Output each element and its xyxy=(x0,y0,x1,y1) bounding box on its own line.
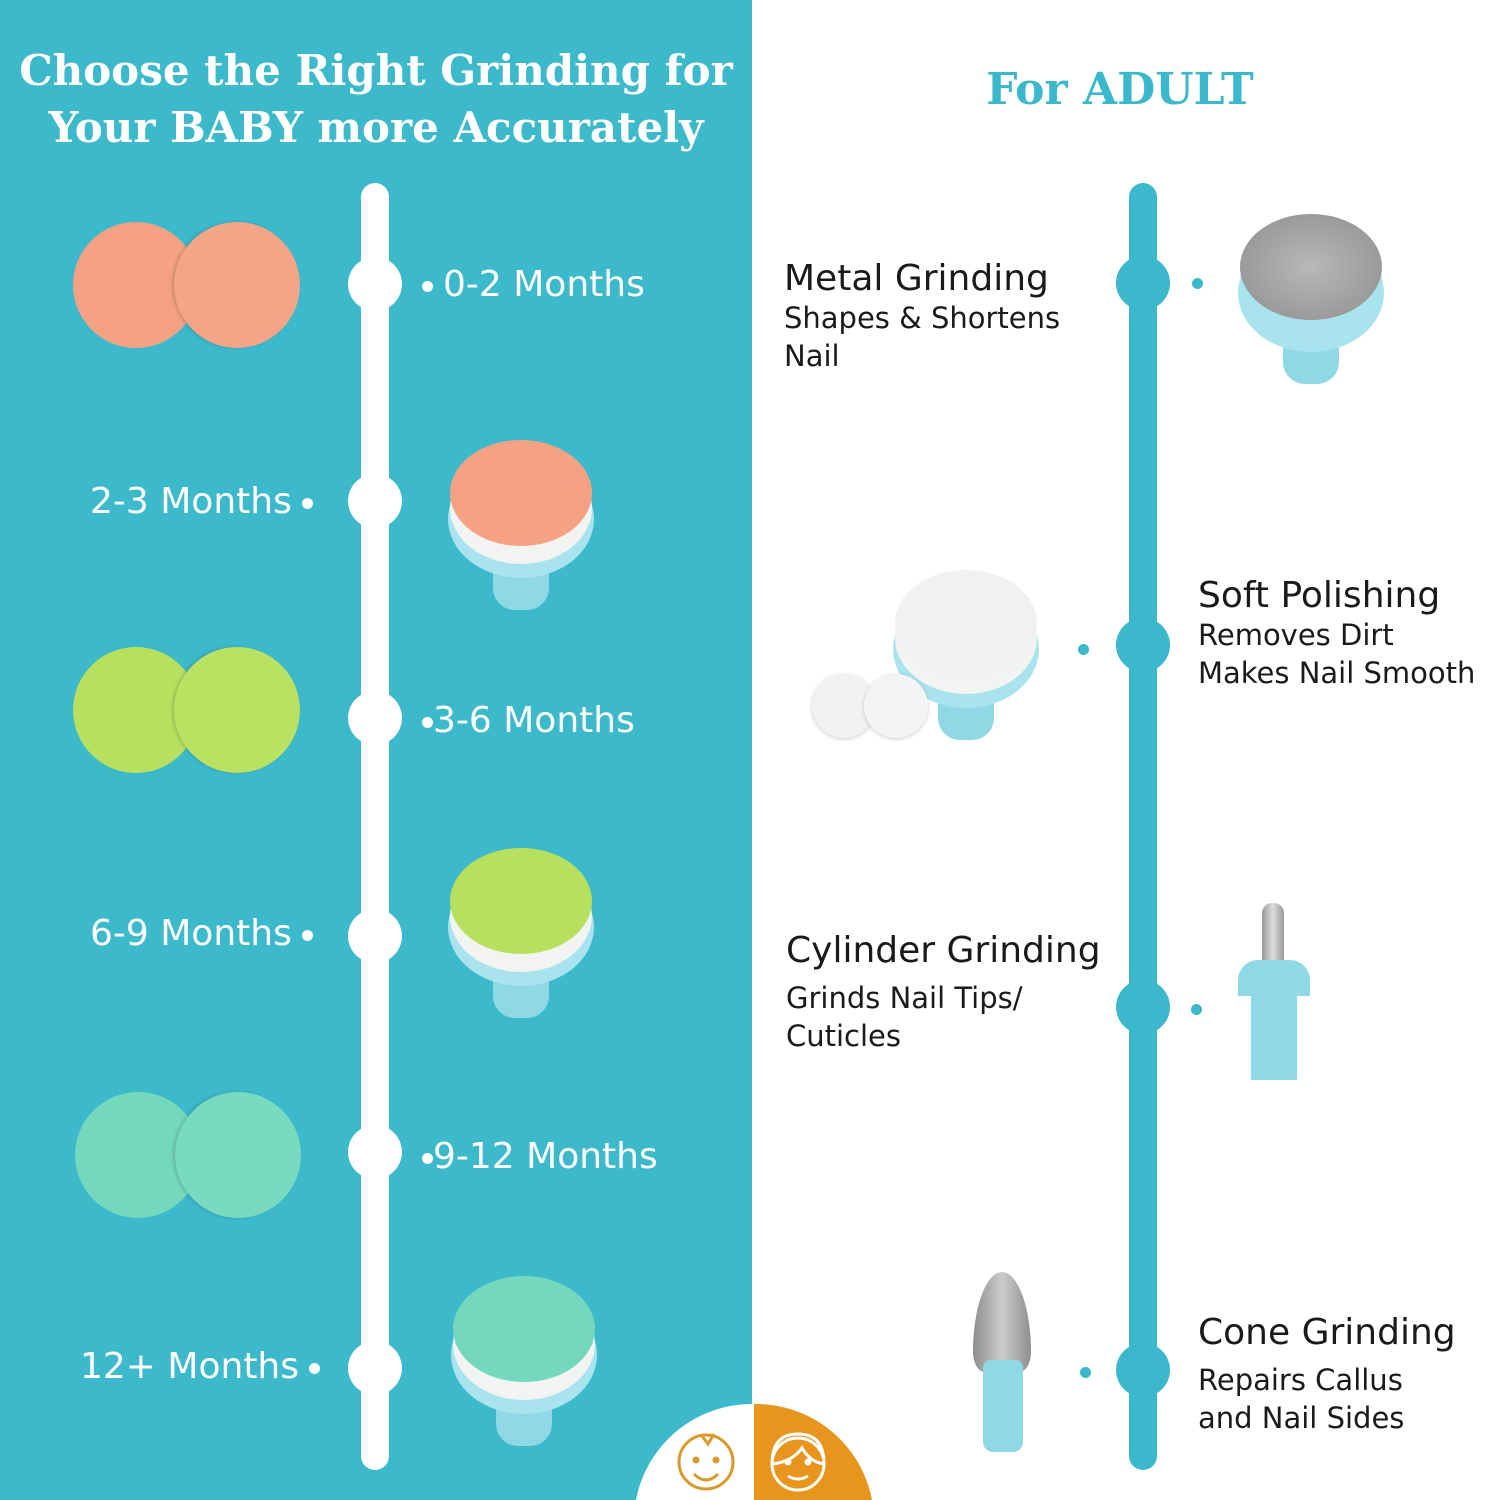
sanding-pad xyxy=(174,222,300,348)
adult-item: Cone Grinding Repairs Callus and Nail Sid… xyxy=(1198,1312,1456,1435)
stage-label: 0-2 Months xyxy=(412,264,645,305)
timeline-node xyxy=(1116,618,1170,672)
baby-title: Choose the Right Grinding for Your BABY … xyxy=(19,46,733,152)
adult-item: Cylinder Grinding Grinds Nail Tips/ Cutic… xyxy=(786,930,1101,1053)
bullet xyxy=(1078,644,1089,655)
bullet xyxy=(1080,1367,1091,1378)
grinder-head xyxy=(448,440,598,620)
adult-timeline xyxy=(1129,183,1157,1470)
stage-label: 3-6 Months xyxy=(412,700,635,741)
stage-label: 9-12 Months xyxy=(412,1136,658,1177)
stage-label: 6-9 Months xyxy=(90,913,323,954)
bullet xyxy=(1192,278,1203,289)
polishing-grinder xyxy=(893,570,1043,750)
timeline-node xyxy=(348,1341,402,1395)
baby-face-icon xyxy=(677,1433,735,1491)
sanding-pad xyxy=(174,647,300,773)
baby-adult-badge xyxy=(636,1404,872,1500)
metal-grinder xyxy=(1238,214,1388,394)
cylinder-holder xyxy=(1238,960,1310,1080)
polishing-pad xyxy=(864,674,928,738)
grinder-head xyxy=(448,848,598,1028)
cone-holder xyxy=(983,1360,1023,1452)
timeline-node xyxy=(348,1125,402,1179)
adult-title: For ADULT xyxy=(986,64,1254,115)
bullet xyxy=(1191,1004,1202,1015)
timeline-node xyxy=(1116,256,1170,310)
woman-face-icon xyxy=(770,1432,826,1492)
timeline-node xyxy=(348,257,402,311)
timeline-node xyxy=(1116,980,1170,1034)
grinder-head xyxy=(451,1276,601,1456)
sanding-pad xyxy=(175,1092,301,1218)
stage-label: 12+ Months xyxy=(80,1346,330,1387)
baby-timeline xyxy=(361,183,389,1470)
timeline-node xyxy=(348,909,402,963)
timeline-node xyxy=(348,691,402,745)
adult-item: Soft Polishing Removes Dirt Makes Nail Sm… xyxy=(1198,575,1476,690)
timeline-node xyxy=(348,474,402,528)
adult-item: Metal Grinding Shapes & Shortens Nail xyxy=(784,258,1061,373)
cone-bit xyxy=(973,1272,1031,1372)
timeline-node xyxy=(1116,1343,1170,1397)
stage-label: 2-3 Months xyxy=(90,481,323,522)
